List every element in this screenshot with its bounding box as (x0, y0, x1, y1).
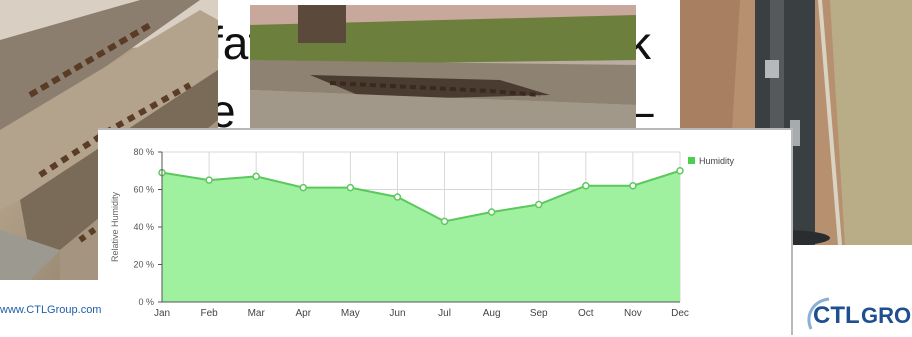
x-tick-label-aug: Aug (483, 308, 501, 319)
x-tick-label-jul: Jul (438, 308, 451, 319)
x-tick-label-feb: Feb (200, 308, 218, 319)
corroded-pole-on-pavers-photo (680, 0, 912, 245)
data-point-dec (676, 167, 684, 175)
humidity-chart: 0 % 20 % 40 % 60 % 80 % Jan Feb Mar Apr May Jun Jul… (98, 128, 793, 335)
x-tick-label-sep: Sep (530, 308, 548, 319)
data-point-jul (440, 217, 449, 226)
x-tick-label-jun: Jun (389, 308, 405, 319)
data-point-nov (629, 182, 637, 190)
data-point-aug (487, 208, 496, 216)
humidity-area (162, 170, 680, 302)
y-tick-label: 80 % (133, 147, 154, 157)
ctlgroup-logo: CTL GROU (803, 293, 912, 335)
y-tick-label: 60 % (133, 185, 154, 195)
legend-swatch (688, 157, 695, 164)
x-tick-label-jan: Jan (154, 308, 170, 319)
data-point-feb (205, 176, 213, 184)
y-tick-label: 40 % (133, 222, 154, 232)
humidity-chart-svg: 0 % 20 % 40 % 60 % 80 % Jan Feb Mar Apr May Jun Jul… (110, 147, 735, 319)
y-axis-label: Relative Humidity (110, 191, 120, 262)
data-point-jun (393, 193, 402, 201)
x-tick-label-nov: Nov (624, 308, 642, 319)
y-tick-label: 0 % (138, 297, 154, 307)
footer-website-link[interactable]: www.CTLGroup.com (0, 304, 102, 316)
svg-text:GROU: GROU (861, 303, 912, 328)
svg-text:CTL: CTL (813, 302, 860, 329)
humidity-line (161, 169, 681, 223)
x-tick-label-may: May (341, 308, 360, 319)
data-point-may (346, 183, 355, 192)
data-point-mar (252, 172, 260, 181)
x-tick-label-oct: Oct (578, 308, 594, 319)
x-tick-label-dec: Dec (671, 308, 689, 319)
y-tick-label: 20 % (133, 260, 154, 270)
data-point-apr (299, 183, 308, 192)
legend-label: Humidity (699, 156, 735, 166)
x-tick-label-apr: Apr (295, 308, 311, 319)
data-point-oct (582, 182, 590, 190)
x-tick-label-mar: Mar (248, 308, 266, 319)
data-point-sep (534, 200, 543, 209)
